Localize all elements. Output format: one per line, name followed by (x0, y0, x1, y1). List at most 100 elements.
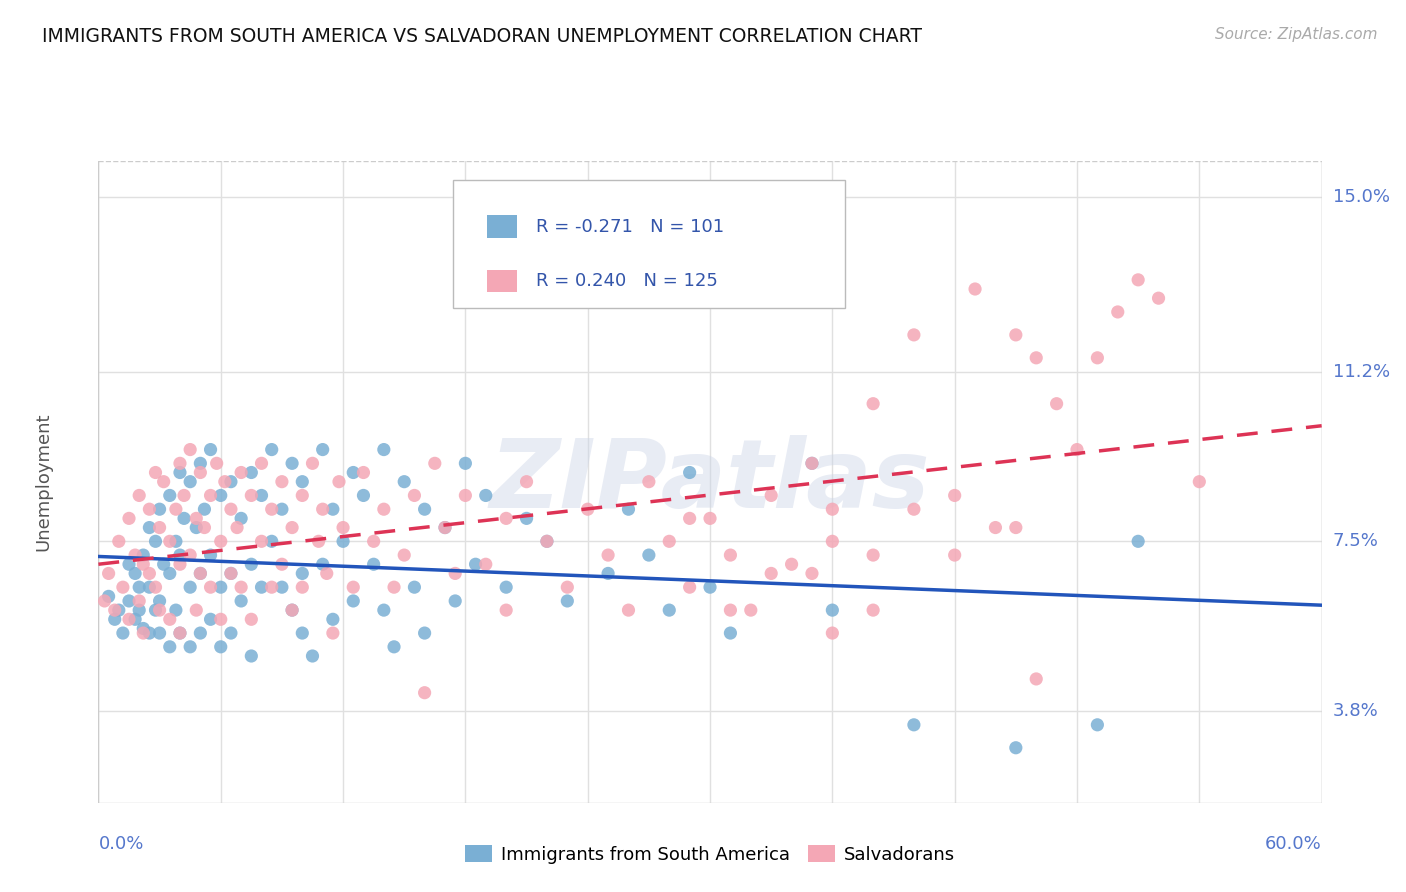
Point (740, 603, 762, 617)
Point (118, 594, 141, 608)
Point (291, 626, 314, 640)
Point (169, 626, 191, 640)
Point (231, 466, 253, 480)
Point (159, 488, 181, 502)
Point (159, 534, 181, 549)
Point (149, 626, 172, 640)
Point (188, 456, 212, 470)
Point (179, 548, 201, 562)
Point (200, 548, 222, 562)
Point (132, 622, 155, 636)
Point (821, 626, 844, 640)
Point (250, 534, 273, 549)
Point (332, 520, 354, 534)
Point (118, 558, 141, 572)
Point (1128, 273, 1150, 287)
Point (128, 603, 150, 617)
Point (231, 511, 253, 525)
Point (219, 475, 242, 489)
Point (718, 548, 742, 562)
Point (903, 502, 925, 516)
Point (392, 548, 416, 562)
Point (454, 488, 477, 502)
Point (200, 580, 222, 594)
Point (495, 580, 517, 594)
Point (658, 534, 681, 549)
Point (322, 502, 344, 516)
Point (152, 475, 174, 489)
Text: 7.5%: 7.5% (1333, 533, 1379, 550)
Point (270, 502, 294, 516)
Point (169, 558, 191, 572)
Point (104, 603, 127, 617)
Point (186, 511, 208, 525)
Point (108, 603, 131, 617)
Point (373, 442, 395, 457)
Point (118, 612, 141, 626)
Point (104, 612, 127, 626)
Point (328, 475, 350, 489)
Point (301, 456, 323, 470)
Point (413, 686, 436, 700)
Point (821, 502, 844, 516)
Point (132, 558, 155, 572)
Point (281, 456, 304, 470)
Point (193, 502, 215, 516)
Point (903, 327, 925, 342)
Point (169, 626, 191, 640)
Point (173, 488, 195, 502)
Point (413, 626, 436, 640)
Point (188, 466, 212, 480)
Point (373, 502, 395, 516)
Point (111, 580, 134, 594)
Point (322, 626, 344, 640)
Point (821, 603, 844, 617)
Point (291, 566, 314, 581)
Point (598, 548, 620, 562)
Point (434, 520, 457, 534)
Point (392, 475, 416, 489)
Point (598, 566, 620, 581)
FancyBboxPatch shape (453, 180, 845, 309)
Point (474, 488, 498, 502)
Point (382, 640, 405, 654)
Point (1188, 475, 1211, 489)
Point (315, 566, 337, 581)
Point (132, 626, 155, 640)
Point (495, 511, 517, 525)
Point (718, 603, 742, 617)
Point (352, 488, 374, 502)
Point (173, 511, 195, 525)
Point (270, 558, 294, 572)
Point (138, 626, 160, 640)
Point (413, 502, 436, 516)
Point (260, 580, 283, 594)
Point (821, 534, 844, 549)
Point (240, 558, 263, 572)
Point (342, 594, 364, 608)
Point (454, 456, 477, 470)
Point (200, 612, 222, 626)
Point (260, 502, 283, 516)
Point (679, 511, 702, 525)
Point (240, 612, 263, 626)
Point (780, 558, 803, 572)
Point (423, 456, 446, 470)
Point (761, 566, 783, 581)
Point (363, 558, 385, 572)
Point (209, 612, 232, 626)
Point (209, 640, 232, 654)
Point (188, 626, 212, 640)
Point (679, 466, 702, 480)
Point (373, 603, 395, 617)
Point (179, 640, 201, 654)
Point (209, 534, 232, 549)
Point (699, 511, 721, 525)
Point (165, 502, 187, 516)
Point (637, 548, 661, 562)
Point (145, 580, 167, 594)
Text: Source: ZipAtlas.com: Source: ZipAtlas.com (1215, 27, 1378, 42)
Point (250, 488, 273, 502)
Point (159, 640, 181, 654)
Point (219, 626, 242, 640)
